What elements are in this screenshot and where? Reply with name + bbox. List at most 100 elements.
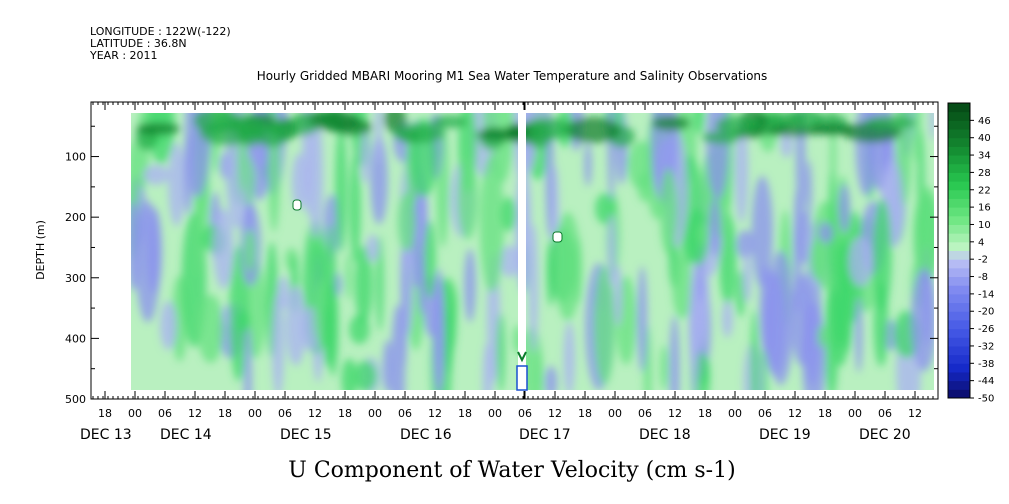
colorbar-tick-label: 4 [978, 237, 984, 248]
x-tick-label: 00 [608, 407, 622, 420]
x-tick-label: 18 [698, 407, 712, 420]
field-patch [767, 250, 794, 386]
field-patch [811, 123, 855, 136]
x-tick-label: 12 [428, 407, 442, 420]
colorbar-swatch [948, 233, 970, 243]
field-patch [335, 123, 347, 253]
colorbar-swatch [948, 224, 970, 234]
colorbar-swatch [948, 380, 970, 390]
y-tick-label: 400 [65, 332, 86, 345]
field-patch [546, 241, 556, 307]
field-patch [855, 296, 863, 373]
colorbar: 46 40 34 28 22 16 10 4 -2 -8 -14 -20 -26 -32 -38 -44 -50 [947, 102, 994, 405]
colorbar-tick-label: 46 [978, 116, 991, 127]
colorbar-swatch [948, 181, 970, 191]
x-tick-label: 06 [278, 407, 292, 420]
x-tick-label: 06 [638, 407, 652, 420]
field-patch [721, 299, 733, 338]
x-tick-label: 12 [908, 407, 922, 420]
colorbar-swatch [948, 302, 970, 312]
field-patch [563, 321, 576, 390]
colorbar-swatch [948, 241, 970, 251]
field-patch [672, 255, 693, 319]
x-tick-label: 18 [218, 407, 232, 420]
field-patch [197, 294, 224, 364]
field-patch [236, 310, 251, 333]
field-patch [213, 208, 234, 289]
field-patch [143, 164, 170, 185]
x-day-label: DEC 20 [859, 427, 911, 443]
colorbar-tick-label: -32 [978, 341, 994, 352]
field-patch [131, 201, 141, 291]
x-tick-label: 18 [818, 407, 832, 420]
field-patch [565, 117, 621, 144]
field-patch [464, 248, 476, 323]
field-patch [431, 115, 468, 129]
missing-cell [516, 365, 528, 391]
colorbar-tick-label: 16 [978, 203, 991, 214]
longitude-label: LONGITUDE : 122W(-122) [90, 25, 231, 38]
field-patch [376, 235, 384, 332]
field-patch [308, 113, 360, 131]
colorbar-swatch [948, 129, 970, 139]
colorbar-swatch [948, 293, 970, 304]
colorbar-tick-label: 40 [978, 133, 991, 144]
colorbar-tick-label: 22 [978, 185, 991, 196]
colorbar-swatch [948, 198, 970, 208]
field-patch [199, 119, 257, 146]
x-tick-label: 12 [548, 407, 562, 420]
field-patch [267, 118, 319, 137]
x-tick-label: 18 [458, 407, 472, 420]
field-patch [736, 229, 754, 260]
field-patch [689, 261, 700, 390]
y-axis-label: DEPTH (m) [34, 220, 47, 280]
field-patch [291, 153, 307, 210]
field-patch [910, 268, 934, 372]
field-patch [457, 158, 478, 240]
field-patch [838, 183, 851, 234]
field-patch [824, 283, 839, 390]
colorbar-swatch [948, 207, 970, 217]
field-patch [397, 192, 417, 252]
field-patch [751, 175, 774, 288]
colorbar-swatch [948, 215, 970, 225]
field-patch [554, 212, 581, 321]
field-patch [805, 159, 813, 221]
data-gap [518, 108, 526, 393]
colorbar-swatch [948, 120, 970, 130]
field-patch [390, 304, 406, 390]
field-patch [802, 303, 826, 390]
field-patch [159, 300, 177, 350]
field-patch [244, 229, 256, 272]
field-patch [544, 365, 558, 390]
colorbar-tick-label: -50 [978, 394, 994, 405]
colorbar-swatch [948, 189, 970, 199]
colorbar-tick-label: 34 [978, 151, 991, 162]
colorbar-swatch [948, 146, 970, 156]
colorbar-tick-label: -14 [978, 289, 994, 300]
x-tick-label: 18 [338, 407, 352, 420]
field-patch [499, 245, 520, 278]
x-tick-label: 00 [488, 407, 502, 420]
plot-frame [90, 101, 939, 400]
field-patch [715, 115, 761, 135]
field-patch [848, 236, 873, 287]
x-tick-label: 06 [758, 407, 772, 420]
field-patch [697, 222, 710, 246]
field-patch [521, 117, 572, 140]
field-patch [742, 251, 752, 303]
x-day-label: DEC 15 [280, 427, 332, 443]
field-patch [374, 113, 383, 164]
x-day-label: DEC 17 [519, 427, 571, 443]
x-tick-label: 00 [368, 407, 382, 420]
field-patch [354, 360, 377, 390]
colorbar-swatch [948, 285, 970, 295]
x-day-label: DEC 13 [80, 427, 132, 443]
colorbar-tick-label: 10 [978, 220, 991, 231]
field-patch [382, 339, 393, 390]
colorbar-swatch [948, 267, 970, 278]
field-patch [701, 130, 741, 145]
field-patch [637, 266, 648, 373]
field-patch [136, 122, 181, 136]
